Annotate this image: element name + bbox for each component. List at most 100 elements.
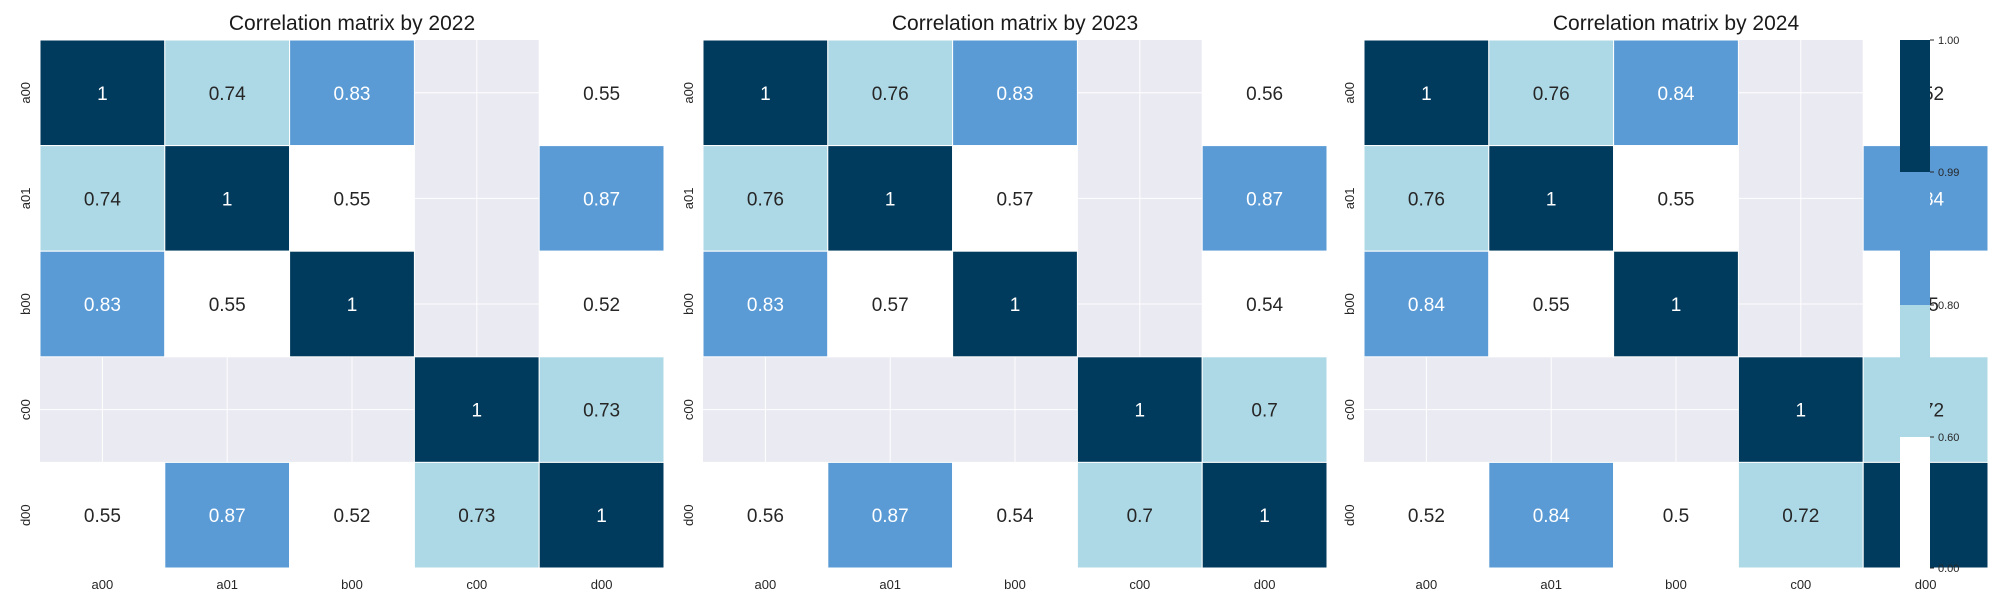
y-tick-label: d00 [18,504,33,526]
colorbar-segment [1900,40,1930,172]
x-tick-label: d00 [1915,577,1937,592]
x-tick-label: a00 [1416,577,1438,592]
cell-value-label: 0.55 [583,84,620,105]
heatmap-cell-b00-b00 [952,250,1078,358]
colorbar-tick-label: 0.99 [1938,167,1959,179]
x-tick-label: c00 [1790,577,1811,592]
heatmap-cell-c00-c00 [413,356,540,463]
heatmap-cell-b00-a01 [164,250,291,358]
heatmap-cell-a01-b00 [289,145,415,252]
y-tick-label: a01 [681,188,696,210]
cell-value-label: 0.52 [583,295,620,316]
heatmap-cell-a01-a01 [1488,145,1615,252]
heatmap-cell-a00-a01 [1488,39,1615,147]
cell-value-label: 0.7 [1127,506,1153,527]
cell-value-label: 0.76 [1408,189,1445,210]
cell-value-label: 1 [472,401,483,422]
heatmap-cell-b00-a00 [1363,250,1490,358]
heatmap-cell-a00-b00 [289,39,415,147]
heatmap-cell-d00-b00 [289,461,415,569]
colorbar-tick-label: 0.60 [1938,432,1959,444]
heatmap-panel-3: 1 0.76 0.84 0.52 0.76 1 0.55 0.84 0.84 0.55 1 0.5 1 0… [1342,12,1989,592]
cell-value-label: 0.83 [747,295,784,316]
heatmap-cell-d00-b00 [1613,461,1739,569]
y-tick-label: c00 [1342,399,1357,420]
heatmap-cell-a00-a00 [39,39,166,147]
cell-value-label: 0.56 [1246,84,1283,105]
heatmap-cell-a01-a00 [1363,145,1490,252]
heatmap-cell-c00-c00 [1076,356,1203,463]
y-tick-label: d00 [1342,504,1357,526]
y-tick-label: a00 [681,82,696,104]
cell-value-label: 1 [1259,506,1270,527]
cell-value-label: 0.54 [997,506,1034,527]
heatmap-cell-d00-b00 [952,461,1078,569]
heatmap-cell-b00-a00 [39,250,166,358]
cell-value-label: 0.55 [1658,189,1695,210]
heatmap-cell-d00-c00 [1076,461,1203,569]
heatmap-cell-a00-a00 [1363,39,1490,147]
colorbar-segment [1900,437,1930,568]
panel-title: Correlation matrix by 2023 [892,12,1138,35]
cell-value-label: 0.74 [209,84,246,105]
heatmap-cell-a00-b00 [952,39,1078,147]
cell-value-label: 0.57 [997,189,1034,210]
y-tick-label: b00 [1342,293,1357,315]
heatmap-cell-a01-d00 [538,145,665,252]
cell-value-label: 0.55 [209,295,246,316]
cell-value-label: 0.52 [334,506,371,527]
heatmap-cell-d00-a01 [1488,461,1615,569]
colorbar-tick-label: 1.00 [1938,35,1959,47]
cell-value-label: 0.5 [1663,506,1689,527]
cell-value-label: 0.73 [458,506,495,527]
cell-value-label: 0.76 [872,84,909,105]
heatmap-cell-b00-a01 [827,250,954,358]
heatmap-cell-b00-a00 [702,250,829,358]
cell-value-label: 1 [596,506,607,527]
heatmap-cell-d00-a00 [39,461,166,569]
y-tick-label: b00 [18,293,33,315]
colorbar: 1.00 0.99 0.80 0.60 0.00 [1900,35,1959,575]
x-tick-label: b00 [1665,577,1687,592]
cell-value-label: 1 [1671,295,1682,316]
cell-value-label: 0.73 [583,401,620,422]
heatmap-cell-d00-d00 [1201,461,1328,569]
cell-value-label: 0.76 [747,189,784,210]
cell-value-label: 0.76 [1533,84,1570,105]
heatmap-cell-d00-d00 [538,461,665,569]
heatmap-panel-1: 1 0.74 0.83 0.55 0.74 1 0.55 0.87 0.83 0.55 1 0.52 1… [18,12,665,592]
x-tick-label: d00 [1254,577,1276,592]
heatmap-cell-d00-c00 [413,461,540,569]
cell-value-label: 1 [1135,401,1146,422]
cell-value-label: 0.83 [997,84,1034,105]
x-tick-label: a01 [879,577,901,592]
colorbar-segment [1900,172,1930,305]
cell-value-label: 0.57 [872,295,909,316]
cell-value-label: 1 [222,189,233,210]
heatmap-cell-d00-a01 [827,461,954,569]
cell-value-label: 1 [97,84,108,105]
cell-value-label: 0.83 [334,84,371,105]
y-tick-label: a01 [1342,188,1357,210]
heatmap-cell-a00-a01 [827,39,954,147]
heatmap-cell-d00-a00 [702,461,829,569]
cell-value-label: 0.87 [583,189,620,210]
x-tick-label: d00 [591,577,613,592]
heatmap-cell-a00-a01 [164,39,291,147]
heatmap-cell-c00-d00 [538,356,665,463]
heatmap-cell-b00-b00 [289,250,415,358]
x-tick-label: c00 [466,577,487,592]
y-tick-label: a00 [18,82,33,104]
cell-value-label: 0.56 [747,506,784,527]
heatmap-cell-b00-a01 [1488,250,1615,358]
cell-value-label: 0.55 [1533,295,1570,316]
colorbar-tick-label: 0.80 [1938,300,1959,312]
x-tick-label: b00 [341,577,363,592]
cell-value-label: 1 [1796,401,1807,422]
cell-value-label: 0.72 [1782,506,1819,527]
colorbar-tick-label: 0.00 [1938,563,1959,575]
y-tick-label: c00 [681,399,696,420]
cell-value-label: 0.55 [334,189,371,210]
cell-value-label: 0.7 [1251,401,1277,422]
